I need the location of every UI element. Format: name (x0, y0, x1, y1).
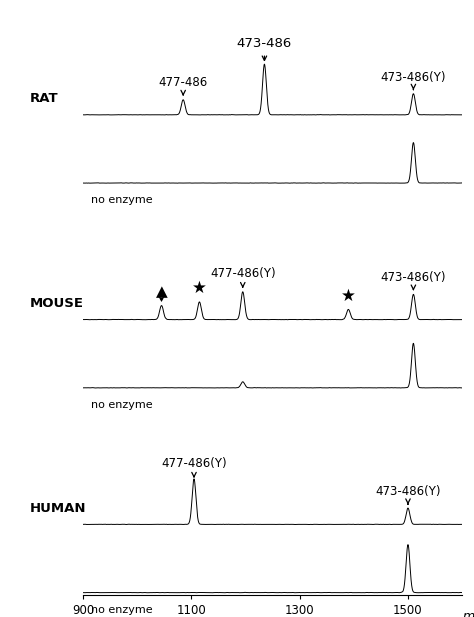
Text: no enzyme: no enzyme (91, 400, 152, 410)
Text: HUMAN: HUMAN (30, 502, 86, 515)
Text: MOUSE: MOUSE (30, 297, 84, 310)
Text: RAT: RAT (30, 93, 58, 106)
Text: no enzyme: no enzyme (91, 195, 152, 205)
Text: 477-486: 477-486 (158, 76, 208, 95)
Text: m/z: m/z (462, 609, 474, 617)
Text: no enzyme: no enzyme (91, 605, 152, 615)
Text: 473-486(Y): 473-486(Y) (375, 486, 441, 504)
Text: + thrombin: + thrombin (91, 127, 154, 137)
Text: 473-486(Y): 473-486(Y) (381, 270, 446, 289)
Text: + thrombin: + thrombin (91, 536, 154, 547)
Text: ★: ★ (192, 279, 207, 297)
Text: + thrombin: + thrombin (91, 332, 154, 342)
Text: ★: ★ (341, 287, 356, 305)
Text: 473-486(Y): 473-486(Y) (381, 71, 446, 89)
Text: 477-486(Y): 477-486(Y) (210, 268, 275, 287)
Text: 473-486: 473-486 (237, 38, 292, 60)
Text: 477-486(Y): 477-486(Y) (161, 457, 227, 477)
Text: ▲: ▲ (155, 284, 167, 299)
